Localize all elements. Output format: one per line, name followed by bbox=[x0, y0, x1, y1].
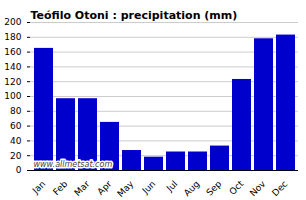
svg-text:Sep: Sep bbox=[204, 179, 223, 198]
svg-text:Apr: Apr bbox=[95, 179, 113, 197]
svg-text:0: 0 bbox=[16, 165, 22, 175]
svg-text:Dec: Dec bbox=[270, 179, 289, 198]
svg-text:180: 180 bbox=[4, 32, 21, 42]
svg-text:20: 20 bbox=[10, 151, 22, 161]
svg-text:www.allmetsat.com: www.allmetsat.com bbox=[34, 160, 113, 169]
svg-text:Aug: Aug bbox=[182, 179, 202, 199]
svg-text:Feb: Feb bbox=[51, 179, 70, 198]
svg-text:May: May bbox=[115, 178, 136, 199]
svg-text:140: 140 bbox=[4, 62, 21, 72]
svg-text:Nov: Nov bbox=[248, 178, 268, 198]
svg-text:Mar: Mar bbox=[72, 178, 91, 197]
svg-text:100: 100 bbox=[4, 91, 21, 101]
svg-text:120: 120 bbox=[4, 77, 21, 87]
svg-text:Oct: Oct bbox=[227, 178, 245, 196]
svg-text:Jan: Jan bbox=[30, 179, 48, 197]
svg-text:160: 160 bbox=[4, 47, 21, 57]
svg-text:Teófilo Otoni : precipitation: Teófilo Otoni : precipitation (mm) bbox=[31, 9, 238, 22]
svg-text:Jul: Jul bbox=[164, 179, 179, 194]
svg-text:80: 80 bbox=[10, 106, 22, 116]
svg-text:40: 40 bbox=[10, 136, 22, 146]
svg-text:200: 200 bbox=[4, 17, 21, 27]
svg-text:60: 60 bbox=[10, 121, 22, 131]
svg-text:Jun: Jun bbox=[140, 179, 158, 197]
